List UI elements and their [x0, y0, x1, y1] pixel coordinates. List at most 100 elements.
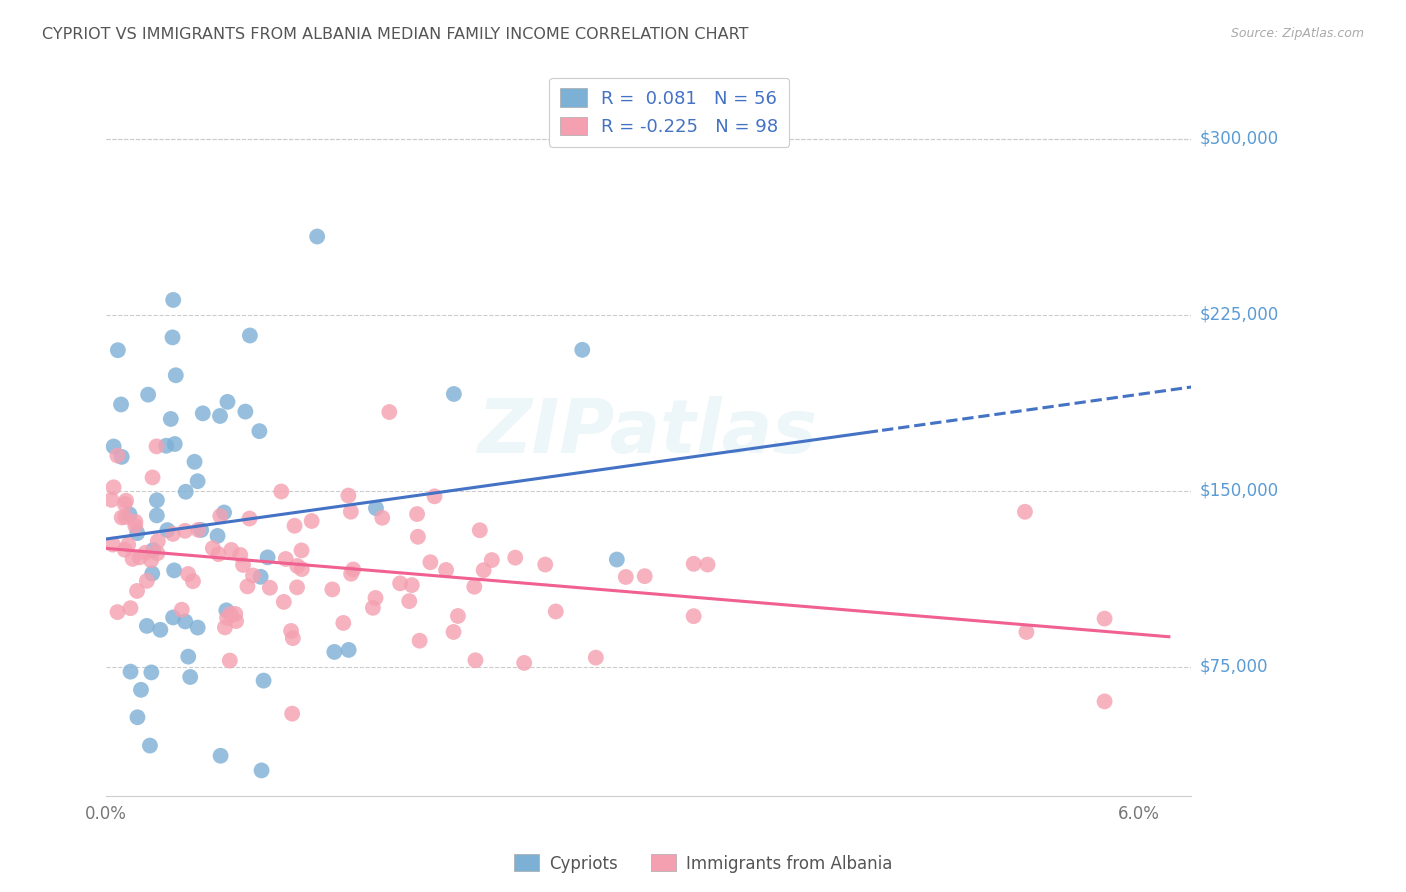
Point: [503, 550, 526, 565]
Point: [290, 543, 312, 558]
Point: [165, 368, 187, 383]
Point: [209, 509, 232, 524]
Point: [682, 609, 704, 624]
Point: [163, 437, 186, 451]
Point: [136, 387, 159, 401]
Point: [238, 511, 260, 525]
Point: [337, 643, 360, 657]
Point: [174, 615, 197, 629]
Point: [135, 546, 157, 560]
Point: [443, 387, 465, 401]
Point: [117, 538, 139, 552]
Point: [249, 570, 271, 584]
Point: [371, 510, 394, 524]
Point: [135, 619, 157, 633]
Point: [408, 633, 430, 648]
Point: [101, 538, 124, 552]
Point: [224, 607, 246, 621]
Point: [1014, 505, 1036, 519]
Point: [217, 611, 239, 625]
Point: [419, 555, 441, 569]
Point: [107, 343, 129, 358]
Point: [544, 604, 567, 618]
Point: [378, 405, 401, 419]
Legend: Cypriots, Immigrants from Albania: Cypriots, Immigrants from Albania: [508, 847, 898, 880]
Text: Source: ZipAtlas.com: Source: ZipAtlas.com: [1230, 27, 1364, 40]
Point: [146, 508, 169, 523]
Point: [340, 566, 363, 581]
Point: [114, 510, 136, 524]
Point: [364, 591, 387, 605]
Point: [389, 576, 412, 591]
Point: [187, 474, 209, 488]
Point: [291, 562, 314, 576]
Point: [124, 515, 146, 529]
Point: [423, 489, 446, 503]
Point: [682, 557, 704, 571]
Point: [114, 542, 136, 557]
Point: [159, 412, 181, 426]
Point: [285, 558, 308, 573]
Point: [120, 665, 142, 679]
Point: [162, 293, 184, 307]
Point: [142, 543, 165, 558]
Text: $75,000: $75,000: [1199, 657, 1268, 676]
Point: [100, 492, 122, 507]
Point: [468, 523, 491, 537]
Point: [332, 615, 354, 630]
Point: [1015, 625, 1038, 640]
Point: [259, 581, 281, 595]
Point: [135, 574, 157, 588]
Point: [208, 409, 231, 423]
Point: [398, 594, 420, 608]
Point: [118, 508, 141, 522]
Point: [571, 343, 593, 357]
Point: [209, 748, 232, 763]
Point: [145, 439, 167, 453]
Point: [111, 510, 134, 524]
Point: [481, 553, 503, 567]
Point: [274, 552, 297, 566]
Point: [174, 524, 197, 538]
Point: [270, 484, 292, 499]
Point: [120, 601, 142, 615]
Point: [207, 529, 229, 543]
Point: [146, 546, 169, 560]
Point: [340, 505, 363, 519]
Legend: R =  0.081   N = 56, R = -0.225   N = 98: R = 0.081 N = 56, R = -0.225 N = 98: [548, 78, 789, 147]
Point: [696, 558, 718, 572]
Point: [181, 574, 204, 589]
Point: [162, 330, 184, 344]
Point: [190, 523, 212, 537]
Point: [127, 710, 149, 724]
Point: [124, 518, 146, 533]
Point: [273, 595, 295, 609]
Point: [534, 558, 557, 572]
Point: [107, 605, 129, 619]
Point: [219, 607, 242, 621]
Point: [214, 620, 236, 634]
Point: [256, 550, 278, 565]
Point: [163, 563, 186, 577]
Point: [364, 501, 387, 516]
Point: [218, 654, 240, 668]
Point: [110, 397, 132, 411]
Point: [141, 566, 163, 581]
Point: [155, 439, 177, 453]
Point: [191, 406, 214, 420]
Point: [174, 484, 197, 499]
Point: [606, 552, 628, 566]
Point: [225, 614, 247, 628]
Point: [252, 673, 274, 688]
Point: [103, 440, 125, 454]
Point: [634, 569, 657, 583]
Point: [114, 497, 136, 511]
Point: [177, 649, 200, 664]
Point: [463, 580, 485, 594]
Point: [447, 609, 470, 624]
Point: [361, 600, 384, 615]
Point: [434, 563, 457, 577]
Point: [285, 580, 308, 594]
Point: [187, 621, 209, 635]
Point: [281, 631, 304, 645]
